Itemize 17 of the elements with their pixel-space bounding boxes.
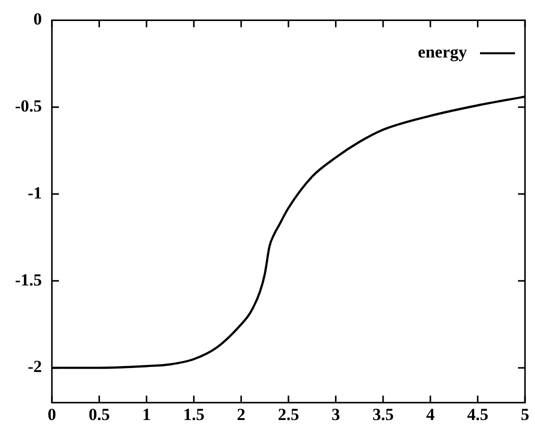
y-tick-label: -1 — [28, 183, 42, 202]
y-tick-label: -0.5 — [14, 96, 42, 116]
x-tick-label: 1.5 — [183, 405, 204, 424]
x-tick-label: 0 — [48, 405, 56, 424]
x-tick-label: 4.5 — [467, 405, 488, 424]
x-tick-label: 3 — [332, 405, 340, 424]
x-tick-label: 0.5 — [88, 405, 110, 424]
x-tick-label: 4 — [426, 405, 436, 424]
y-tick-label: -1.5 — [14, 270, 42, 290]
x-tick-label: 3.5 — [372, 405, 394, 424]
x-tick-label: 1 — [142, 405, 151, 424]
y-tick-label: -2 — [28, 357, 42, 376]
x-tick-label: 2 — [236, 405, 246, 424]
x-tick-label: 2.5 — [278, 405, 300, 424]
x-tick-label: 5 — [520, 405, 530, 424]
legend-label: energy — [418, 42, 468, 62]
y-tick-label: 0 — [33, 10, 42, 29]
